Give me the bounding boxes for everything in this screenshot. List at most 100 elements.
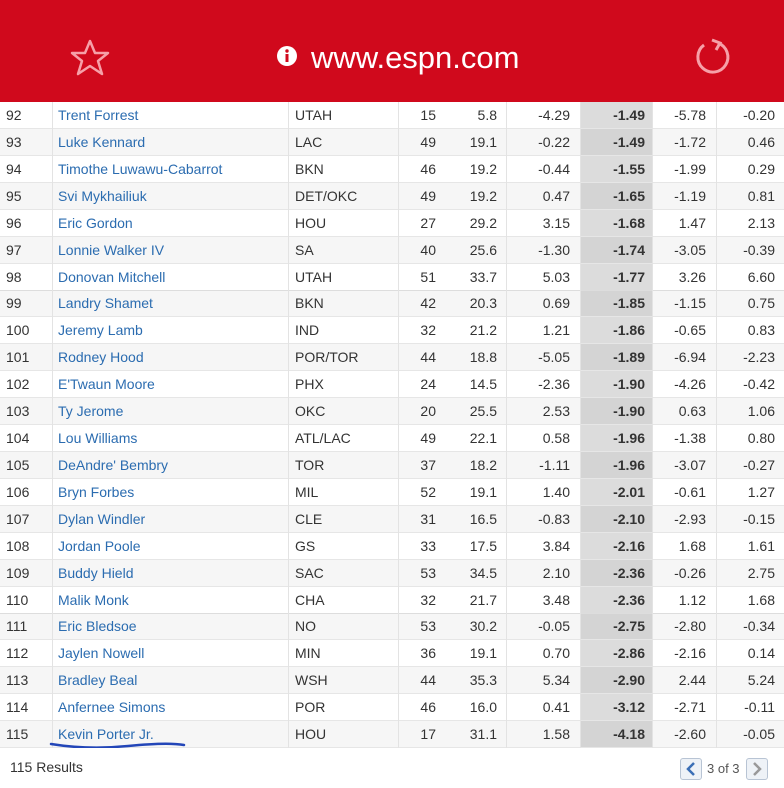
stat: -0.42 [743, 376, 775, 393]
info-icon[interactable] [276, 45, 298, 67]
reload-button[interactable] [692, 37, 732, 77]
column-divider [288, 102, 289, 748]
column-divider [580, 102, 581, 748]
stat: -0.39 [743, 241, 775, 258]
player-link[interactable]: Lou Williams [58, 430, 138, 446]
minutes: 25.5 [469, 403, 497, 420]
games: 32 [420, 322, 436, 339]
minutes: 34.5 [469, 564, 497, 581]
minutes: 18.8 [469, 349, 497, 366]
team: CLE [295, 510, 323, 527]
stat: 3.48 [542, 591, 570, 608]
player-link[interactable]: Jeremy Lamb [58, 322, 143, 339]
rank: 101 [6, 349, 30, 366]
rank: 100 [6, 322, 30, 339]
rank: 105 [6, 456, 30, 473]
rank: 103 [6, 403, 30, 420]
player-link[interactable]: Donovan Mitchell [58, 268, 166, 285]
stat-highlight: -2.36 [613, 591, 645, 608]
games: 44 [420, 672, 436, 689]
team: SA [295, 241, 314, 258]
minutes: 30.2 [469, 618, 497, 635]
player-link[interactable]: Svi Mykhailiuk [58, 187, 147, 204]
player-link[interactable]: Ty Jerome [58, 403, 124, 420]
games: 53 [420, 618, 436, 635]
player-link[interactable]: Rodney Hood [58, 349, 144, 366]
games: 20 [420, 403, 436, 420]
minutes: 21.7 [469, 591, 497, 608]
stat: -2.80 [674, 618, 706, 635]
player-link[interactable]: Landry Shamet [58, 295, 153, 312]
player-link[interactable]: Malik Monk [58, 591, 129, 608]
stat: 0.58 [542, 430, 570, 446]
stat: 1.61 [747, 537, 775, 554]
column-divider [52, 102, 53, 748]
stat-highlight: -1.55 [613, 160, 645, 177]
table-row: 110 Malik Monk CHA 32 21.7 3.48 -2.36 1.12 1.68 [0, 587, 784, 614]
player-link[interactable]: Bradley Beal [58, 672, 138, 689]
player-link[interactable]: Anfernee Simons [58, 699, 166, 716]
games: 15 [420, 107, 436, 123]
games: 36 [420, 645, 436, 662]
stat-highlight: -4.18 [613, 726, 645, 743]
player-link[interactable]: Jordan Poole [58, 537, 141, 554]
team: SAC [295, 564, 324, 581]
player-link[interactable]: Kevin Porter Jr. [58, 726, 154, 743]
player-link[interactable]: Eric Bledsoe [58, 618, 137, 635]
player-link[interactable]: Timothe Luwawu-Cabarrot [58, 160, 223, 177]
minutes: 5.8 [477, 107, 497, 123]
player-link[interactable]: DeAndre' Bembry [58, 456, 169, 473]
minutes: 33.7 [469, 268, 497, 285]
next-page[interactable] [746, 758, 768, 780]
stat: 2.75 [747, 564, 775, 581]
stat-highlight: -1.96 [613, 430, 645, 446]
ink-underline [49, 742, 186, 749]
player-link[interactable]: Lonnie Walker IV [58, 241, 165, 258]
player-link[interactable]: Bryn Forbes [58, 483, 135, 500]
stat: 0.69 [542, 295, 570, 312]
rank: 112 [6, 645, 29, 662]
stat: -6.94 [674, 349, 706, 366]
stat-highlight: -3.12 [613, 699, 645, 716]
stat: -3.05 [674, 241, 706, 258]
rank: 97 [6, 241, 22, 258]
player-link[interactable]: Luke Kennard [58, 133, 146, 150]
table-row: 101 Rodney Hood POR/TOR 44 18.8 -5.05 -1.89 -6.… [0, 344, 784, 372]
player-link[interactable]: Eric Gordon [58, 214, 133, 231]
games: 17 [420, 726, 436, 743]
table-row: 115 Kevin Porter Jr. HOU 17 31.1 1.58 -4.18 -2.… [0, 721, 784, 749]
player-link[interactable]: Jaylen Nowell [58, 645, 145, 662]
stat-highlight: -1.49 [613, 133, 645, 150]
stat: 0.80 [747, 430, 775, 446]
rank: 108 [6, 537, 30, 554]
stat: 1.21 [542, 322, 570, 339]
bookmark-star[interactable] [70, 38, 110, 78]
games: 40 [420, 241, 436, 258]
stat-highlight: -1.49 [613, 107, 645, 123]
url[interactable]: www.espn.com [311, 40, 520, 75]
stat-highlight: -1.77 [613, 268, 645, 285]
stat-highlight: -1.90 [613, 403, 645, 420]
team: MIN [295, 645, 321, 662]
column-divider [652, 102, 653, 748]
stat: 2.53 [542, 403, 570, 420]
prev-page[interactable] [680, 758, 702, 780]
player-link[interactable]: Dylan Windler [58, 510, 146, 527]
table-row: 113 Bradley Beal WSH 44 35.3 5.34 -2.90 2.44 5.2… [0, 667, 784, 695]
player-link[interactable]: E'Twaun Moore [58, 376, 155, 393]
table-row: 111 Eric Bledsoe NO 53 30.2 -0.05 -2.75 -2.80 -0… [0, 613, 784, 641]
rank: 111 [6, 618, 28, 635]
games: 51 [420, 268, 436, 285]
rank: 113 [6, 672, 29, 689]
rank: 95 [6, 187, 22, 204]
stat: 1.68 [678, 537, 706, 554]
player-link[interactable]: Trent Forrest [58, 107, 139, 123]
stat: -5.78 [674, 107, 706, 123]
minutes: 19.2 [469, 160, 497, 177]
stat-highlight: -2.36 [613, 564, 645, 581]
stat: 1.58 [542, 726, 570, 743]
rank: 114 [6, 699, 29, 716]
games: 31 [420, 510, 436, 527]
games: 46 [420, 160, 436, 177]
player-link[interactable]: Buddy Hield [58, 564, 134, 581]
